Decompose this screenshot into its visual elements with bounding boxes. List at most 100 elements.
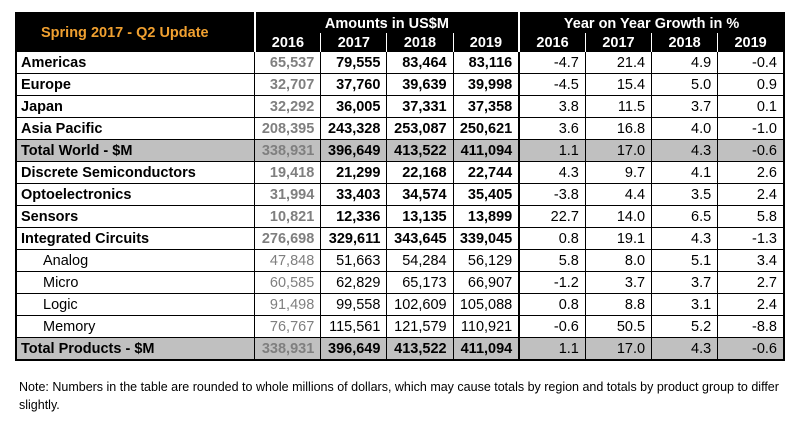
amount-cell-2018: 54,284	[386, 249, 454, 272]
growth-cell-2017: 4.4	[584, 183, 652, 206]
amount-cell-2017: 36,005	[320, 95, 387, 118]
amount-cell-2018: 253,087	[386, 117, 454, 140]
row-label: Micro	[16, 271, 255, 294]
table-row: Japan 32,292 36,005 37,331 37,358 3.8 11.5 3.7 0…	[16, 95, 784, 118]
amount-year-header: 2018	[386, 33, 454, 52]
amount-cell-2017: 62,829	[320, 271, 387, 294]
growth-cell-2016: 0.8	[518, 227, 586, 250]
amount-cell-2016: 47,848	[254, 249, 321, 272]
forecast-table: Spring 2017 - Q2 Update Amounts in US$M …	[15, 12, 785, 361]
growth-cell-2016: 1.1	[518, 337, 586, 361]
table-row: Sensors 10,821 12,336 13,135 13,899 22.7 14.0 6…	[16, 205, 784, 228]
growth-cell-2019: -0.6	[717, 337, 784, 361]
amount-cell-2018: 22,168	[386, 161, 454, 184]
growth-cell-2017: 19.1	[584, 227, 652, 250]
amount-cell-2017: 396,649	[320, 139, 387, 162]
row-label: Europe	[16, 73, 255, 96]
amount-cell-2018: 39,639	[386, 73, 454, 96]
growth-cell-2017: 8.8	[584, 293, 652, 316]
total-row: Total Products - $M 338,931 396,649 413,522…	[16, 337, 784, 361]
amount-year-header: 2017	[320, 33, 387, 52]
amount-cell-2019: 13,899	[452, 205, 520, 228]
amount-cell-2017: 51,663	[320, 249, 387, 272]
growth-header: Year on Year Growth in %	[518, 13, 784, 33]
growth-cell-2017: 15.4	[584, 73, 652, 96]
growth-cell-2017: 21.4	[584, 52, 652, 74]
amount-cell-2016: 76,767	[254, 315, 321, 338]
amount-cell-2019: 66,907	[452, 271, 520, 294]
row-label: Sensors	[16, 205, 255, 228]
growth-cell-2018: 4.0	[651, 117, 718, 140]
amount-cell-2018: 413,522	[386, 337, 454, 361]
amount-cell-2017: 396,649	[320, 337, 387, 361]
amount-cell-2017: 37,760	[320, 73, 387, 96]
update-label: Spring 2017 - Q2 Update	[16, 13, 255, 52]
growth-cell-2017: 11.5	[584, 95, 652, 118]
growth-cell-2016: 22.7	[518, 205, 586, 228]
table-row: Integrated Circuits 276,698 329,611 343,645…	[16, 227, 784, 250]
row-label: Optoelectronics	[16, 183, 255, 206]
table-row: Micro 60,585 62,829 65,173 66,907 -1.2 3.7 3.7 2…	[16, 271, 784, 294]
amount-cell-2019: 56,129	[452, 249, 520, 272]
table-row: Asia Pacific 208,395 243,328 253,087 250,621…	[16, 117, 784, 140]
amount-cell-2019: 37,358	[452, 95, 520, 118]
row-label: Total Products - $M	[16, 337, 255, 361]
table-row: Americas 65,537 79,555 83,464 83,116 -4.7 21.4…	[16, 52, 784, 74]
amount-cell-2019: 105,088	[452, 293, 520, 316]
row-label: Logic	[16, 293, 255, 316]
row-label: Analog	[16, 249, 255, 272]
amount-cell-2018: 13,135	[386, 205, 454, 228]
growth-cell-2019: -1.3	[717, 227, 784, 250]
amount-cell-2018: 83,464	[386, 52, 454, 74]
amount-cell-2019: 22,744	[452, 161, 520, 184]
amount-cell-2019: 39,998	[452, 73, 520, 96]
amounts-header: Amounts in US$M	[253, 13, 520, 33]
growth-cell-2016: 5.8	[518, 249, 586, 272]
growth-cell-2019: 2.4	[717, 183, 784, 206]
row-label: Discrete Semiconductors	[16, 161, 255, 184]
growth-cell-2018: 4.9	[651, 52, 718, 74]
growth-cell-2017: 16.8	[584, 117, 652, 140]
header-row-years: 2016 2017 2018 2019 2016 2017 2018 2019	[16, 33, 784, 52]
growth-cell-2019: -0.4	[717, 52, 784, 74]
growth-cell-2018: 4.1	[651, 161, 718, 184]
row-label: Memory	[16, 315, 255, 338]
amount-cell-2018: 102,609	[386, 293, 454, 316]
amount-cell-2017: 115,561	[320, 315, 387, 338]
growth-year-header: 2017	[584, 33, 652, 52]
amount-cell-2017: 79,555	[320, 52, 387, 74]
growth-cell-2019: 0.1	[717, 95, 784, 118]
amount-cell-2017: 99,558	[320, 293, 387, 316]
amount-cell-2018: 34,574	[386, 183, 454, 206]
growth-cell-2016: 4.3	[518, 161, 586, 184]
amount-cell-2018: 413,522	[386, 139, 454, 162]
table-row: Europe 32,707 37,760 39,639 39,998 -4.5 15.4 5.…	[16, 73, 784, 96]
amount-cell-2016: 338,931	[254, 139, 321, 162]
growth-cell-2016: 3.8	[518, 95, 586, 118]
growth-cell-2019: -0.6	[717, 139, 784, 162]
table-row: Optoelectronics 31,994 33,403 34,574 35,405-…	[16, 183, 784, 206]
growth-cell-2018: 4.3	[651, 227, 718, 250]
amount-cell-2018: 343,645	[386, 227, 454, 250]
growth-cell-2018: 5.2	[651, 315, 718, 338]
growth-cell-2017: 3.7	[584, 271, 652, 294]
growth-cell-2017: 8.0	[584, 249, 652, 272]
growth-cell-2016: -4.7	[518, 52, 586, 74]
growth-cell-2017: 14.0	[584, 205, 652, 228]
growth-cell-2017: 50.5	[584, 315, 652, 338]
growth-cell-2019: 2.7	[717, 271, 784, 294]
row-label: Integrated Circuits	[16, 227, 255, 250]
header-row-groups: Spring 2017 - Q2 Update Amounts in US$M …	[16, 13, 784, 52]
row-label: Japan	[16, 95, 255, 118]
growth-cell-2019: -1.0	[717, 117, 784, 140]
growth-cell-2019: 2.6	[717, 161, 784, 184]
amount-cell-2016: 338,931	[254, 337, 321, 361]
amount-cell-2016: 32,707	[254, 73, 321, 96]
amount-cell-2016: 31,994	[254, 183, 321, 206]
growth-cell-2018: 5.0	[651, 73, 718, 96]
amount-cell-2017: 12,336	[320, 205, 387, 228]
growth-year-header: 2018	[651, 33, 718, 52]
growth-cell-2018: 4.3	[651, 139, 718, 162]
amount-cell-2016: 32,292	[254, 95, 321, 118]
amount-cell-2016: 276,698	[254, 227, 321, 250]
